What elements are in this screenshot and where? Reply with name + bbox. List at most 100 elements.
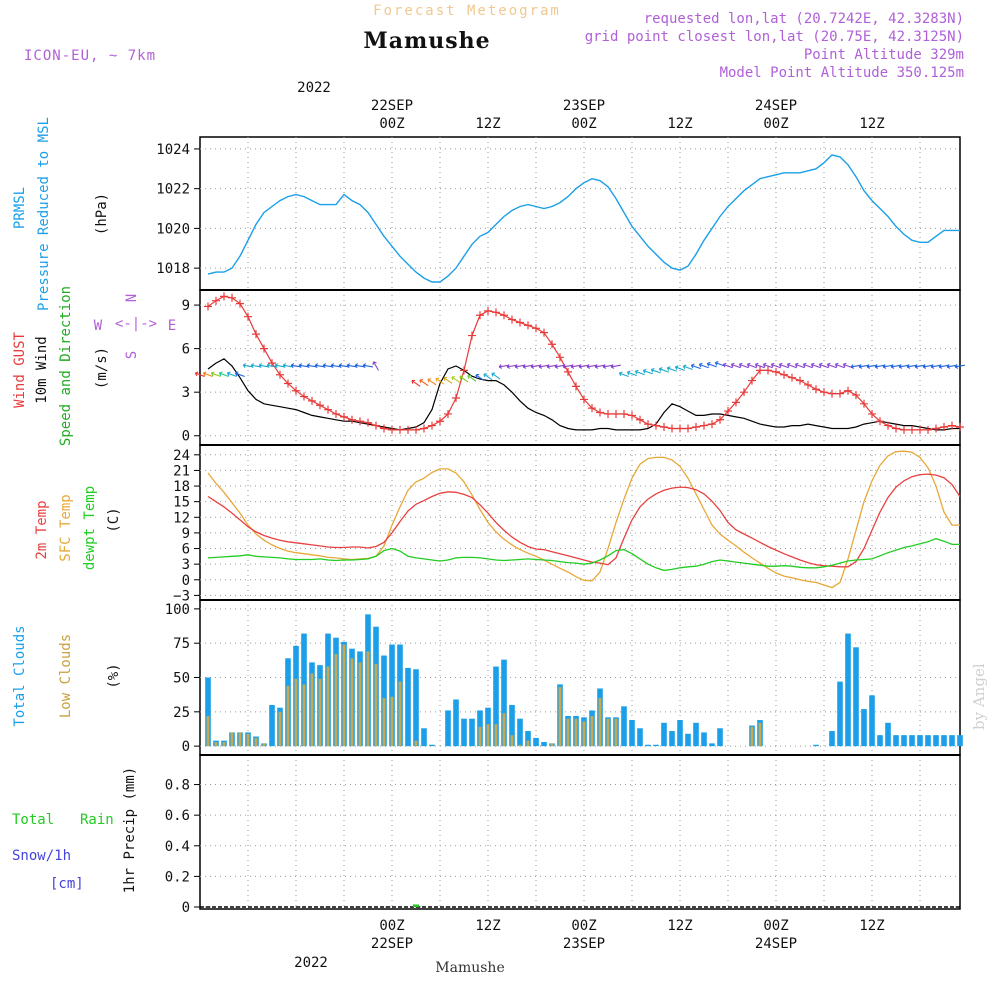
wind-direction-arrow: [810, 362, 821, 369]
gust-marker: [300, 392, 308, 401]
bottom-date-label: 22SEP: [371, 936, 413, 952]
top-hour-label: 00Z: [571, 116, 596, 132]
low-cloud-bar: [590, 715, 594, 747]
wind-direction-arrow: [250, 363, 262, 368]
wind-direction-arrow: [346, 363, 358, 368]
wind-direction-arrow: [538, 364, 550, 369]
wind-direction-arrow: [930, 364, 942, 369]
low-cloud-bar: [750, 726, 754, 747]
y-tick-label: 0.8: [165, 778, 190, 794]
gust-marker: [732, 398, 740, 407]
total-cloud-bar: [461, 718, 467, 747]
pressure-desc-label: Pressure Reduced to MSL: [36, 117, 52, 311]
y-tick-label: 0: [182, 900, 190, 916]
top-date-label: 22SEP: [371, 98, 413, 114]
wind-direction-arrow: [522, 364, 534, 369]
gust-marker: [908, 425, 916, 434]
wind-direction-arrow: [226, 371, 237, 377]
wind-direction-arrow: [946, 364, 958, 369]
low-cloud-bar: [494, 724, 498, 747]
wind-direction-arrow: [483, 373, 493, 381]
wind-direction-arrow: [938, 364, 950, 369]
wind-direction-arrow: [419, 379, 429, 387]
direction-label: Speed and Direction: [58, 286, 74, 446]
total-cloud-bar: [445, 710, 451, 747]
gust-marker: [388, 425, 396, 434]
low-cloud-bar: [230, 732, 234, 747]
low-cloud-bar: [582, 721, 586, 747]
gust-marker: [484, 306, 492, 315]
wind-direction-arrow: [372, 361, 379, 371]
wind-direction-arrow: [738, 362, 749, 369]
total-cloud-bar: [525, 731, 531, 747]
station-title: Mamushe: [363, 28, 490, 54]
wind-direction-arrow: [690, 363, 701, 370]
gust-marker: [308, 396, 316, 405]
total-cloud-bar: [829, 731, 835, 747]
gust-marker: [684, 424, 692, 433]
gust-marker: [500, 311, 508, 320]
low-cloud-bar: [366, 651, 370, 747]
gust-marker: [564, 367, 572, 376]
total-cloud-bar: [509, 704, 515, 747]
gust-marker: [780, 370, 788, 379]
low-cloud-bar: [598, 698, 602, 747]
wind-direction-arrow: [802, 362, 813, 369]
total-cloud-bar: [941, 735, 947, 747]
total-cloud-bar: [933, 735, 939, 747]
compass-s: S: [124, 351, 140, 359]
y-tick-label: 50: [173, 671, 190, 687]
gust-marker: [708, 420, 716, 429]
wind-direction-arrow: [451, 376, 461, 384]
gust-marker: [316, 401, 324, 410]
gust-marker: [356, 417, 364, 426]
low-cloud-bar: [358, 662, 362, 747]
wind-direction-arrow: [634, 369, 645, 376]
wind-direction-arrow: [554, 364, 566, 369]
gust-marker: [604, 409, 612, 418]
wind-direction-arrow: [562, 364, 574, 369]
total-cloud-bar: [389, 644, 395, 747]
wind-direction-arrow: [411, 379, 421, 387]
sfc-temp-line: [207, 450, 960, 589]
gust-marker: [612, 409, 620, 418]
wind-direction-arrow: [642, 368, 653, 375]
gust-marker: [716, 415, 724, 424]
forecast-title: Forecast Meteogram: [373, 3, 561, 19]
wind-direction-arrow: [658, 367, 669, 373]
panel-frame: [199, 754, 961, 910]
top-time-axis: 00Z 22SEP 12Z 00Z 23SEP 12Z 00Z 24SEP 12Z: [371, 98, 885, 132]
low-cloud-bar: [486, 724, 490, 747]
low-cloud-bar: [414, 740, 418, 747]
wind-direction-arrow: [290, 363, 302, 368]
gust-marker: [532, 324, 540, 333]
low-cloud-bar: [294, 678, 298, 747]
y-tick-label: 15: [173, 495, 190, 511]
low-cloud-bar: [302, 684, 306, 747]
temp2m-line: [207, 473, 961, 568]
gust-marker: [348, 415, 356, 424]
compass-n: N: [124, 294, 140, 302]
gust-marker: [788, 373, 796, 382]
gust-marker: [700, 421, 708, 430]
bottom-date-label: 23SEP: [563, 936, 605, 952]
y-tick-label: 1024: [156, 142, 190, 158]
y-tick-label: 100: [165, 602, 190, 618]
wind-direction-arrow: [794, 362, 805, 369]
gust-marker: [932, 424, 940, 433]
gust-marker: [860, 399, 868, 408]
gust-marker: [580, 395, 588, 404]
panel-frame: [199, 444, 961, 601]
total-cloud-bar: [877, 735, 883, 747]
gust-marker: [892, 424, 900, 433]
gust-marker: [260, 344, 268, 353]
total-cloud-bar: [517, 718, 523, 747]
wind-direction-arrow: [491, 372, 501, 380]
total-cloud-bar: [717, 728, 723, 747]
low-cloud-bar: [350, 658, 354, 747]
wind-direction-arrow: [674, 365, 685, 371]
wind-direction-arrow: [218, 371, 229, 377]
credit-watermark: by Angel: [970, 663, 988, 730]
compass-rose: N <-|-> W E S: [94, 294, 176, 359]
